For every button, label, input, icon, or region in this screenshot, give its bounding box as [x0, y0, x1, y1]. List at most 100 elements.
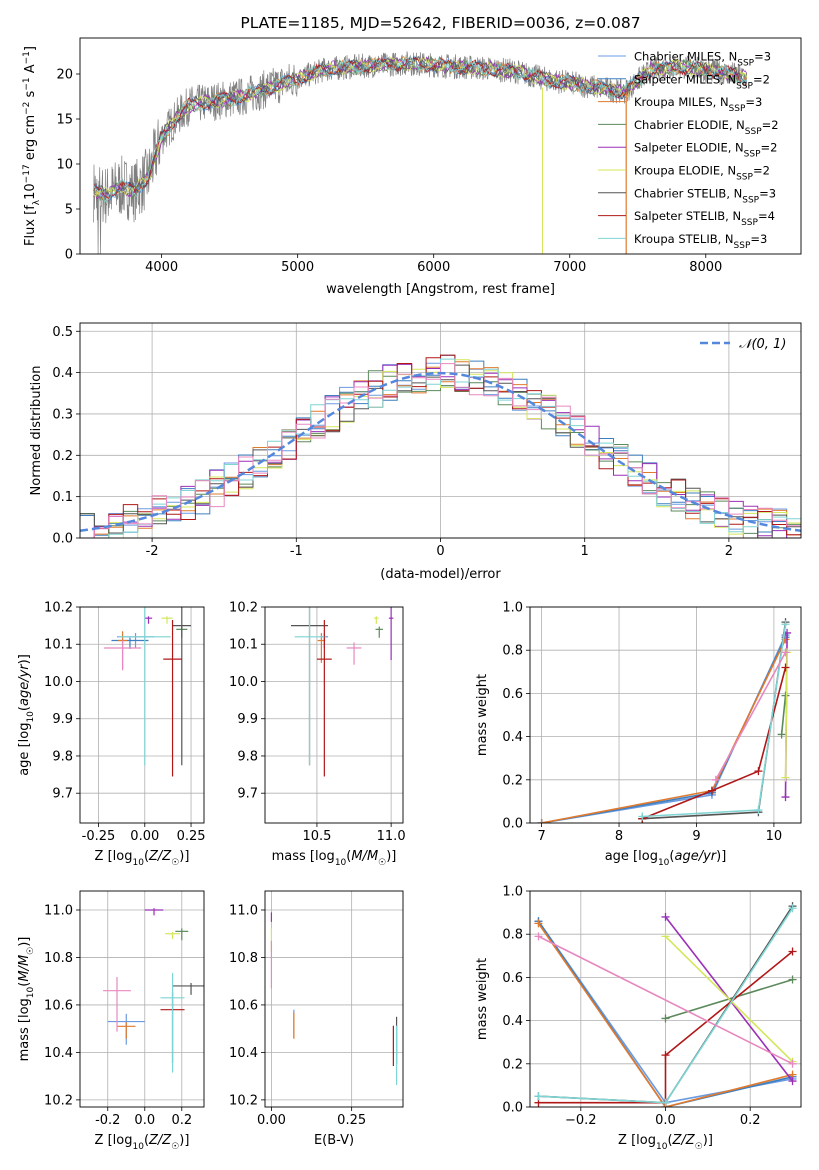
weight-series-line — [538, 950, 794, 1104]
chart-weight-vs-Z: −0.2 0.0 0.2 0.0 0.2 0.4 0.6 0.8 1.0 mass weight Z… — [475, 885, 802, 1152]
y-tick-label: 10.4 — [44, 1046, 73, 1061]
axes-frame — [264, 606, 404, 824]
label-part: =3 — [754, 50, 771, 64]
label-part: 10 — [658, 858, 670, 868]
label-part: )] — [386, 849, 396, 864]
label-part: )] — [179, 849, 189, 864]
label-part: 10 — [132, 1142, 144, 1152]
x-axis-label: Z [log10(Z/Z☉)] — [618, 1133, 713, 1152]
chart-title: PLATE=1185, MJD=52642, FIBERID=0036, z=0… — [240, 14, 640, 32]
label-part: Kroupa ELODIE, N — [634, 164, 736, 178]
weight-marker — [788, 975, 797, 984]
y-axis-label: mass weight — [475, 958, 490, 1040]
weight-marker — [661, 1051, 670, 1060]
label-part: erg cm — [23, 115, 38, 164]
weight-marker — [788, 1077, 797, 1086]
x-tick-label: 5000 — [281, 260, 314, 275]
weight-marker — [534, 919, 543, 928]
x-tick-label: 4000 — [145, 260, 178, 275]
x-tick-label: -1 — [290, 544, 303, 559]
label-part: −1 — [22, 77, 32, 90]
legend-label: Kroupa STELIB, NSSP=3 — [634, 232, 767, 251]
x-tick-label: 7 — [537, 829, 545, 844]
y-tick-label: 9.7 — [52, 787, 73, 802]
label-part: =2 — [753, 164, 770, 178]
axes-frame — [79, 606, 205, 824]
label-part: )] — [17, 937, 32, 947]
x-axis-label: Z [log10(Z/Z☉)] — [95, 1133, 190, 1152]
weight-marker — [661, 932, 670, 941]
y-axis-label: mass weight — [475, 674, 490, 756]
weight-marker — [777, 730, 786, 739]
label-part: mass [log — [272, 849, 335, 864]
label-part: mass [log — [17, 998, 32, 1061]
x-tick-label: 0.0 — [655, 1113, 676, 1128]
label-part: 10 — [132, 858, 144, 868]
weight-marker — [754, 806, 763, 815]
label-part: age/yr — [17, 663, 32, 706]
label-part: ( — [669, 849, 674, 864]
x-tick-label: 8 — [615, 829, 623, 844]
label-part: ☉ — [695, 1142, 703, 1152]
spectrum-model-line — [93, 54, 747, 204]
weight-marker — [781, 620, 790, 629]
weight-series-line — [780, 695, 787, 735]
label-part: )] — [703, 1133, 713, 1148]
y-tick-label: 0.2 — [502, 773, 523, 788]
label-part: ( — [144, 849, 149, 864]
label-part: ( — [346, 849, 351, 864]
x-axis-label: mass [log10(M/M☉)] — [272, 849, 397, 868]
label-part: =2 — [761, 141, 778, 155]
x-tick-label: 1 — [581, 544, 589, 559]
weight-series-line — [541, 636, 787, 823]
label-part: =3 — [745, 95, 762, 109]
normal-curve — [80, 371, 801, 533]
y-tick-label: 0.1 — [52, 490, 73, 505]
weight-marker — [638, 812, 647, 821]
x-tick-label: 0.0 — [134, 1113, 155, 1128]
chart-residuals: -2 -1 0 1 2 0.0 0.1 0.2 0.3 0.4 0.5 (data-model)/er… — [29, 322, 802, 582]
y-tick-label: 10.1 — [44, 638, 73, 653]
label-part: SSP — [737, 59, 754, 69]
y-tick-label: 9.8 — [52, 749, 73, 764]
y-tick-label: 9.7 — [237, 787, 258, 802]
label-part: SSP — [734, 241, 751, 251]
x-tick-label: 0.00 — [257, 1113, 286, 1128]
label-part: Salpeter ELODIE, N — [634, 141, 744, 155]
axes-frame — [529, 606, 802, 824]
y-axis-label: age [log10(age/yr)] — [17, 654, 36, 776]
chart-age-vs-mass: 10.5 11.0 9.7 9.8 9.9 10.0 10.1 10.2 mass [log10… — [229, 601, 406, 869]
label-part: =3 — [750, 232, 767, 246]
y-tick-label: 0.0 — [502, 1101, 523, 1116]
label-part: Flux [f — [23, 205, 38, 246]
x-tick-label: 9 — [692, 829, 700, 844]
y-axis-label: Flux [fλ10−17 erg cm−2 s−1 A−1] — [22, 46, 42, 246]
legend-label: Chabrier STELIB, NSSP=3 — [634, 186, 776, 205]
plot-area-mass-vs-Z — [103, 908, 204, 1073]
label-part: Z/Z — [672, 1133, 696, 1148]
label-part: ] — [23, 46, 38, 51]
weight-marker — [781, 648, 790, 657]
legend-label: 𝒩(0, 1) — [739, 337, 786, 352]
x-tick-label: 0.25 — [177, 829, 206, 844]
y-tick-label: 10.0 — [44, 675, 73, 690]
weight-marker — [781, 691, 790, 700]
label-part: SSP — [742, 195, 759, 205]
legend-label: Salpeter ELODIE, NSSP=2 — [634, 141, 777, 160]
x-tick-label: 2 — [725, 544, 733, 559]
spectrum-model-line — [93, 54, 747, 202]
label-part: M/M — [351, 849, 378, 864]
plot-area-weight-vs-Z — [534, 902, 797, 1107]
weight-series-line — [541, 634, 787, 823]
plot-area-spectrum — [93, 51, 747, 254]
weight-marker — [781, 663, 790, 672]
y-tick-label: 0.4 — [502, 730, 523, 745]
label-part: −17 — [22, 164, 32, 183]
spectrum-model-line — [93, 55, 747, 198]
label-part: Z/Z — [148, 1133, 172, 1148]
y-tick-label: 9.8 — [237, 749, 258, 764]
label-part: ☉ — [378, 858, 386, 868]
x-axis-label: age [log10(age/yr)] — [605, 849, 727, 868]
y-tick-label: 10.8 — [44, 951, 73, 966]
